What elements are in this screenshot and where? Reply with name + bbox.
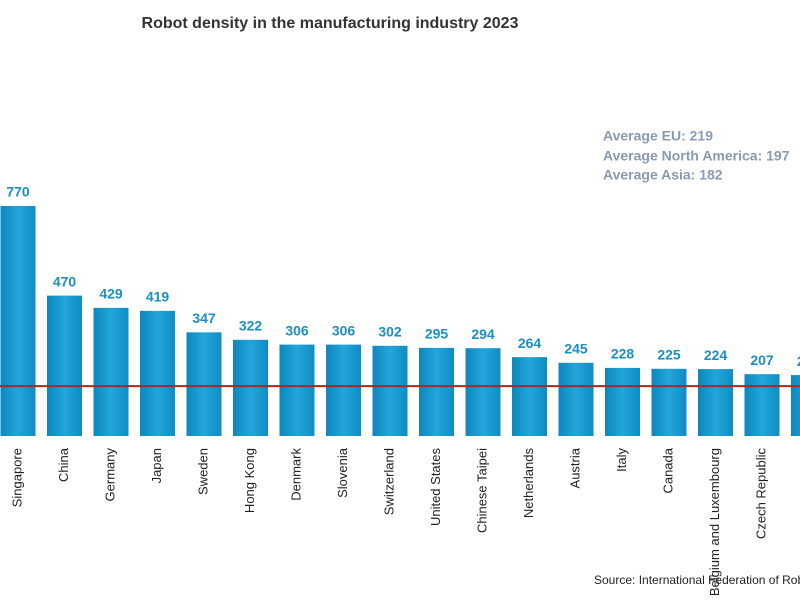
x-tick-label: Germany: [102, 448, 117, 502]
value-label: 470: [53, 273, 77, 289]
x-tick-label: Sweden: [195, 448, 210, 495]
x-tick-label: Denmark: [288, 448, 303, 501]
value-label: 204: [797, 353, 800, 369]
x-tick-label: United States: [428, 448, 443, 527]
value-label: 306: [285, 322, 309, 338]
bar: [0, 206, 36, 436]
bar: [140, 310, 175, 436]
x-tick-label: Czech Republic: [753, 448, 768, 540]
annotation: Average Asia: 182: [603, 167, 723, 183]
value-label: 419: [146, 289, 170, 305]
value-label: 225: [657, 346, 681, 362]
bar: [279, 344, 315, 436]
value-label: 207: [750, 352, 774, 368]
bar: [512, 357, 547, 436]
annotation: Average North America: 197: [603, 148, 790, 164]
x-tick-label: Switzerland: [381, 448, 396, 515]
value-label: 347: [192, 310, 216, 326]
bar: [744, 374, 780, 436]
value-label: 306: [332, 322, 356, 338]
source-note: Source: International Federation of Robo…: [594, 573, 800, 587]
bar: [465, 348, 501, 436]
value-label: 302: [378, 323, 402, 339]
bar: [791, 375, 800, 436]
x-tick-label: Japan: [149, 448, 164, 483]
bar: [326, 344, 361, 436]
x-tick-label: Chinese Taipei: [474, 448, 489, 533]
value-label: 770: [6, 184, 30, 200]
value-label: 228: [611, 346, 635, 362]
value-label: 322: [239, 318, 263, 334]
bar: [419, 347, 454, 436]
value-label: 294: [471, 326, 495, 342]
value-label: 245: [564, 341, 588, 357]
bar: [233, 339, 268, 436]
bar: [372, 345, 408, 436]
bar: [186, 332, 222, 436]
x-tick-label: Belgium and Luxembourg: [707, 448, 722, 596]
x-tick-label: Singapore: [9, 448, 24, 507]
value-label: 224: [704, 347, 728, 363]
x-tick-label: Canada: [660, 447, 675, 493]
bar: [47, 295, 82, 436]
bar: [93, 307, 129, 436]
chart-title: Robot density in the manufacturing indus…: [142, 15, 519, 32]
bar: [605, 367, 640, 436]
x-tick-label: Hong Kong: [242, 448, 257, 513]
bar: [558, 362, 594, 436]
bar: [651, 368, 687, 436]
x-tick-label: Italy: [614, 448, 629, 472]
x-tick-label: Slovenia: [335, 447, 350, 498]
annotation: Average EU: 219: [603, 128, 713, 144]
x-tick-label: China: [56, 447, 71, 482]
bar: [698, 369, 733, 436]
value-label: 295: [425, 326, 449, 342]
value-label: 429: [99, 286, 123, 302]
x-tick-label: Austria: [567, 447, 582, 488]
x-tick-label: Netherlands: [521, 448, 536, 519]
value-label: 264: [518, 335, 542, 351]
